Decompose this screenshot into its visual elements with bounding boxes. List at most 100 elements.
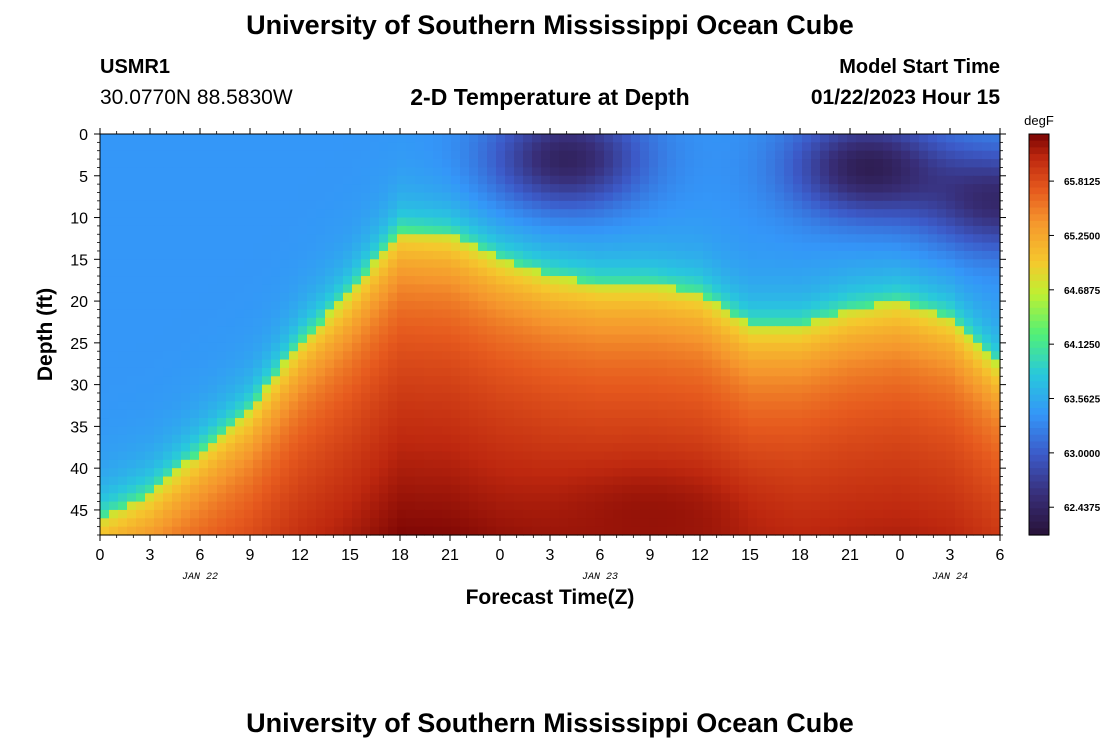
heatmap-cell <box>793 301 803 311</box>
heatmap-cell <box>442 309 452 319</box>
heatmap-cell <box>856 359 866 369</box>
heatmap-cell <box>793 276 803 285</box>
heatmap-cell <box>154 434 164 444</box>
heatmap-cell <box>595 392 605 402</box>
heatmap-cell <box>622 284 632 294</box>
heatmap-cell <box>109 484 119 494</box>
heatmap-cell <box>793 267 803 277</box>
heatmap-cell <box>991 434 1001 444</box>
heatmap-cell <box>532 418 542 427</box>
heatmap-cell <box>811 200 821 210</box>
heatmap-cell <box>541 225 551 235</box>
heatmap-cell <box>307 142 317 152</box>
heatmap-cell <box>982 509 992 519</box>
heatmap-cell <box>379 518 389 528</box>
heatmap-cell <box>883 192 893 202</box>
heatmap-cell <box>334 401 344 411</box>
heatmap-cell <box>604 234 614 244</box>
heatmap-cell <box>874 150 884 160</box>
heatmap-cell <box>694 351 704 361</box>
heatmap-cell <box>883 384 893 394</box>
heatmap-cell <box>775 242 785 252</box>
heatmap-cell <box>928 175 938 185</box>
x-tick-label: 12 <box>291 547 309 564</box>
heatmap-cell <box>217 292 227 302</box>
heatmap-cell <box>127 401 137 411</box>
heatmap-cell <box>253 242 263 252</box>
heatmap-cell <box>541 317 551 327</box>
heatmap-cell <box>109 376 119 386</box>
heatmap-cell <box>883 359 893 369</box>
heatmap-cell <box>802 167 812 177</box>
heatmap-cell <box>622 334 632 344</box>
heatmap-cell <box>865 334 875 344</box>
heatmap-cell <box>145 301 155 311</box>
heatmap-cell <box>325 134 335 143</box>
heatmap-cell <box>874 484 884 494</box>
heatmap-cell <box>703 367 713 377</box>
heatmap-cell <box>145 167 155 177</box>
heatmap-cell <box>208 392 218 402</box>
heatmap-cell <box>469 267 479 277</box>
heatmap-cell <box>838 518 848 528</box>
heatmap-cell <box>901 184 911 194</box>
heatmap-cell <box>316 509 326 519</box>
heatmap-cell <box>991 509 1001 519</box>
heatmap-cell <box>172 501 182 511</box>
heatmap-cell <box>568 468 578 478</box>
heatmap-cell <box>379 392 389 402</box>
heatmap-cell <box>154 359 164 369</box>
heatmap-cell <box>784 200 794 210</box>
heatmap-cell <box>244 317 254 327</box>
heatmap-cell <box>748 518 758 528</box>
heatmap-cell <box>226 359 236 369</box>
heatmap-cell <box>928 184 938 194</box>
heatmap-cell <box>163 434 173 444</box>
heatmap-cell <box>334 409 344 419</box>
heatmap-cell <box>415 167 425 177</box>
heatmap-cell <box>289 359 299 369</box>
heatmap-cell <box>640 284 650 294</box>
heatmap-cell <box>496 451 506 461</box>
heatmap-cell <box>604 150 614 160</box>
heatmap-cell <box>523 359 533 369</box>
heatmap-cell <box>235 451 245 461</box>
heatmap-cell <box>316 284 326 294</box>
heatmap-cell <box>694 409 704 419</box>
heatmap-cell <box>739 359 749 369</box>
heatmap-cell <box>883 234 893 244</box>
heatmap-cell <box>361 301 371 311</box>
heatmap-cell <box>982 267 992 277</box>
heatmap-cell <box>928 259 938 269</box>
heatmap-cell <box>100 476 110 486</box>
heatmap-cell <box>235 142 245 152</box>
heatmap-cell <box>577 367 587 377</box>
heatmap-cell <box>631 384 641 394</box>
heatmap-cell <box>190 142 200 152</box>
heatmap-cell <box>172 409 182 419</box>
heatmap-cell <box>802 309 812 319</box>
heatmap-cell <box>199 493 209 503</box>
heatmap-cell <box>991 501 1001 511</box>
heatmap-cell <box>802 217 812 227</box>
heatmap-cell <box>775 209 785 219</box>
heatmap-cell <box>172 359 182 369</box>
heatmap-cell <box>217 259 227 269</box>
heatmap-cell <box>910 259 920 269</box>
heatmap-cell <box>892 292 902 302</box>
heatmap-cell <box>937 334 947 344</box>
heatmap-cell <box>676 376 686 386</box>
heatmap-cell <box>559 518 569 528</box>
heatmap-cell <box>694 276 704 285</box>
heatmap-cell <box>478 301 488 311</box>
heatmap-cell <box>334 317 344 327</box>
heatmap-cell <box>676 217 686 227</box>
heatmap-cell <box>829 526 839 536</box>
heatmap-cell <box>370 225 380 235</box>
heatmap-cell <box>262 317 272 327</box>
heatmap-cell <box>100 142 110 152</box>
heatmap-cell <box>586 509 596 519</box>
heatmap-cell <box>757 518 767 528</box>
heatmap-cell <box>982 242 992 252</box>
heatmap-cell <box>784 359 794 369</box>
